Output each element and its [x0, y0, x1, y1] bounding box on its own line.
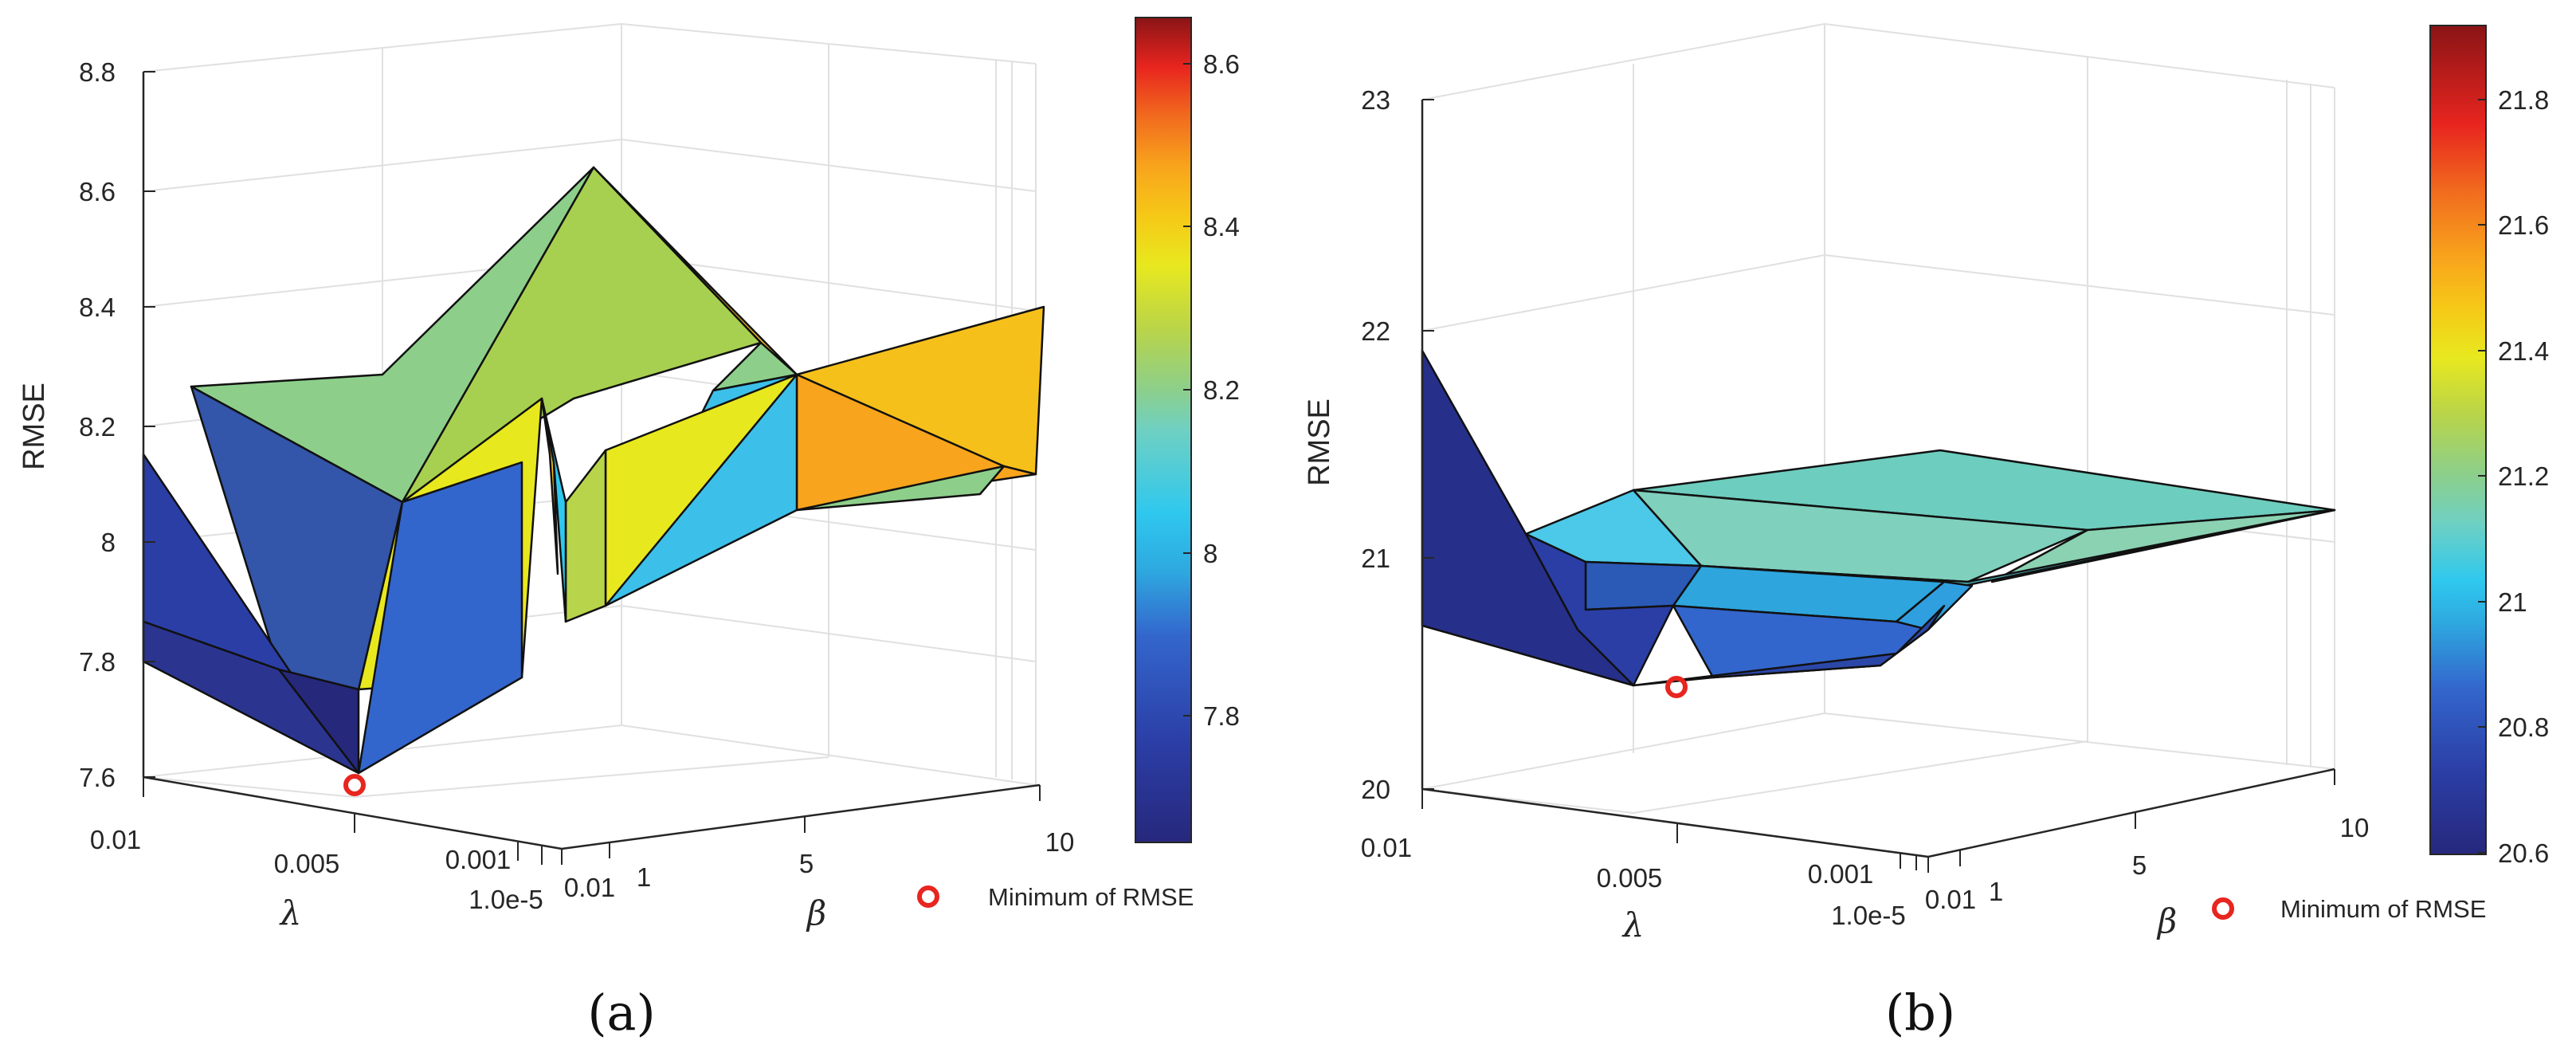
beta-tick-a-0: 0.01 [564, 873, 615, 902]
colorbar-a-ticks: 7.8 8 8.2 8.4 8.6 [1183, 49, 1240, 731]
panel-a: 7.6 7.8 8 8.2 8.4 8.6 8.8 RMSE 0.01 0.00… [18, 17, 1240, 1042]
z-tick-b-3: 23 [1361, 85, 1390, 115]
z-tick-b-0: 20 [1361, 775, 1390, 804]
z-tick-a-1: 7.8 [79, 647, 116, 677]
z-tick-a-6: 8.8 [79, 57, 116, 87]
beta-axis-label-a: β [806, 893, 826, 932]
lambda-axis-a [143, 775, 563, 850]
panel-b-beta-ticks: 0.01 1 5 10 [1925, 769, 2369, 914]
colorbar-tick-b-6: 21.8 [2498, 85, 2549, 115]
colorbar-tick-b-2: 21 [2498, 587, 2527, 617]
surface-patch-a12 [540, 397, 567, 623]
legend-marker-b [2212, 897, 2234, 920]
colorbar-tick-b-0: 20.6 [2498, 838, 2549, 868]
lambda-tick-a-0: 0.01 [90, 825, 141, 854]
lambda-tick-b-0: 0.01 [1361, 833, 1412, 862]
panel-b-surface [1421, 349, 2336, 687]
panel-a-beta-ticks: 0.01 1 5 10 [561, 785, 1075, 902]
beta-axis-a [561, 783, 1041, 850]
panel-a-axes [142, 72, 1041, 850]
lambda-axis-label-a: λ [279, 893, 302, 932]
z-axis-label-a: RMSE [18, 383, 51, 470]
colorbar-tick-b-3: 21.2 [2498, 461, 2549, 491]
colorbar-tick-a-1: 8 [1203, 539, 1217, 568]
lambda-axis-label-b: λ [1621, 905, 1645, 944]
panel-a-z-ticks: 7.6 7.8 8 8.2 8.4 8.6 8.8 [79, 57, 155, 792]
surface-patch-b9 [1895, 580, 1974, 631]
beta-axis-label-b: β [2156, 901, 2177, 940]
lambda-tick-b-3: 1.0e-5 [1831, 901, 1906, 930]
surface-patch-a6 [401, 166, 763, 504]
colorbar-b [2429, 25, 2487, 855]
lambda-tick-a-1: 0.005 [274, 849, 340, 878]
colorbar-tick-a-0: 7.8 [1203, 701, 1240, 731]
beta-tick-b-3: 10 [2340, 813, 2370, 842]
panel-b-z-ticks: 20 21 22 23 [1361, 85, 1434, 804]
lambda-axis-b [1421, 787, 1929, 858]
surface-patch-a3 [795, 465, 1006, 512]
z-tick-a-4: 8.4 [79, 293, 116, 322]
legend-label-a: Minimum of RMSE [988, 883, 1194, 911]
surface-patch-a10 [564, 449, 607, 623]
colorbar-a [1135, 17, 1192, 843]
panel-label-a: (a) [587, 984, 655, 1042]
z-tick-b-1: 21 [1361, 544, 1390, 573]
minimum-marker-b [1665, 676, 1688, 698]
beta-tick-b-2: 5 [2132, 850, 2147, 880]
z-axis-label-b: RMSE [1303, 399, 1336, 486]
panel-b: 20 21 22 23 RMSE 0.01 0.005 0.001 1.0e-5… [1303, 23, 2549, 1042]
lambda-tick-a-3: 1.0e-5 [469, 885, 543, 914]
panel-b-gridlines [1421, 23, 2335, 814]
panel-a-lambda-ticks: 0.01 0.005 0.001 1.0e-5 [90, 777, 543, 914]
minimum-marker-a [343, 774, 366, 796]
colorbar-tick-b-5: 21.6 [2498, 210, 2549, 240]
beta-tick-b-0: 0.01 [1925, 885, 1976, 914]
panel-a-surface [142, 166, 1045, 775]
surface-patch-a14 [357, 461, 523, 775]
legend-label-b: Minimum of RMSE [2280, 895, 2486, 923]
colorbar-tick-b-1: 20.8 [2498, 713, 2549, 742]
z-tick-a-5: 8.6 [79, 177, 116, 206]
beta-tick-a-2: 5 [799, 849, 814, 878]
beta-tick-a-3: 10 [1045, 827, 1075, 857]
legend-marker-a [917, 885, 939, 908]
beta-tick-b-1: 1 [1989, 877, 2003, 906]
z-tick-a-3: 8.2 [79, 412, 116, 442]
panel-b-lambda-ticks: 0.01 0.005 0.001 1.0e-5 [1361, 789, 1917, 930]
panel-label-b: (b) [1885, 984, 1955, 1042]
z-tick-a-2: 8 [101, 528, 116, 557]
surface-patch-b12 [1632, 604, 1946, 687]
lambda-tick-b-1: 0.005 [1597, 863, 1663, 893]
lambda-tick-a-2: 0.001 [445, 845, 512, 874]
z-tick-a-0: 7.6 [79, 763, 116, 792]
colorbar-tick-a-4: 8.6 [1203, 49, 1240, 79]
beta-tick-a-1: 1 [637, 862, 651, 892]
colorbar-tick-a-2: 8.2 [1203, 375, 1240, 405]
beta-axis-b [1927, 768, 2335, 858]
colorbar-b-ticks: 20.6 20.8 21 21.2 21.4 21.6 21.8 [2478, 85, 2549, 868]
panel-b-axes [1421, 100, 2335, 858]
colorbar-tick-a-3: 8.4 [1203, 212, 1240, 241]
lambda-tick-b-2: 0.001 [1808, 859, 1874, 889]
colorbar-tick-b-4: 21.4 [2498, 336, 2549, 366]
z-tick-b-2: 22 [1361, 316, 1390, 346]
